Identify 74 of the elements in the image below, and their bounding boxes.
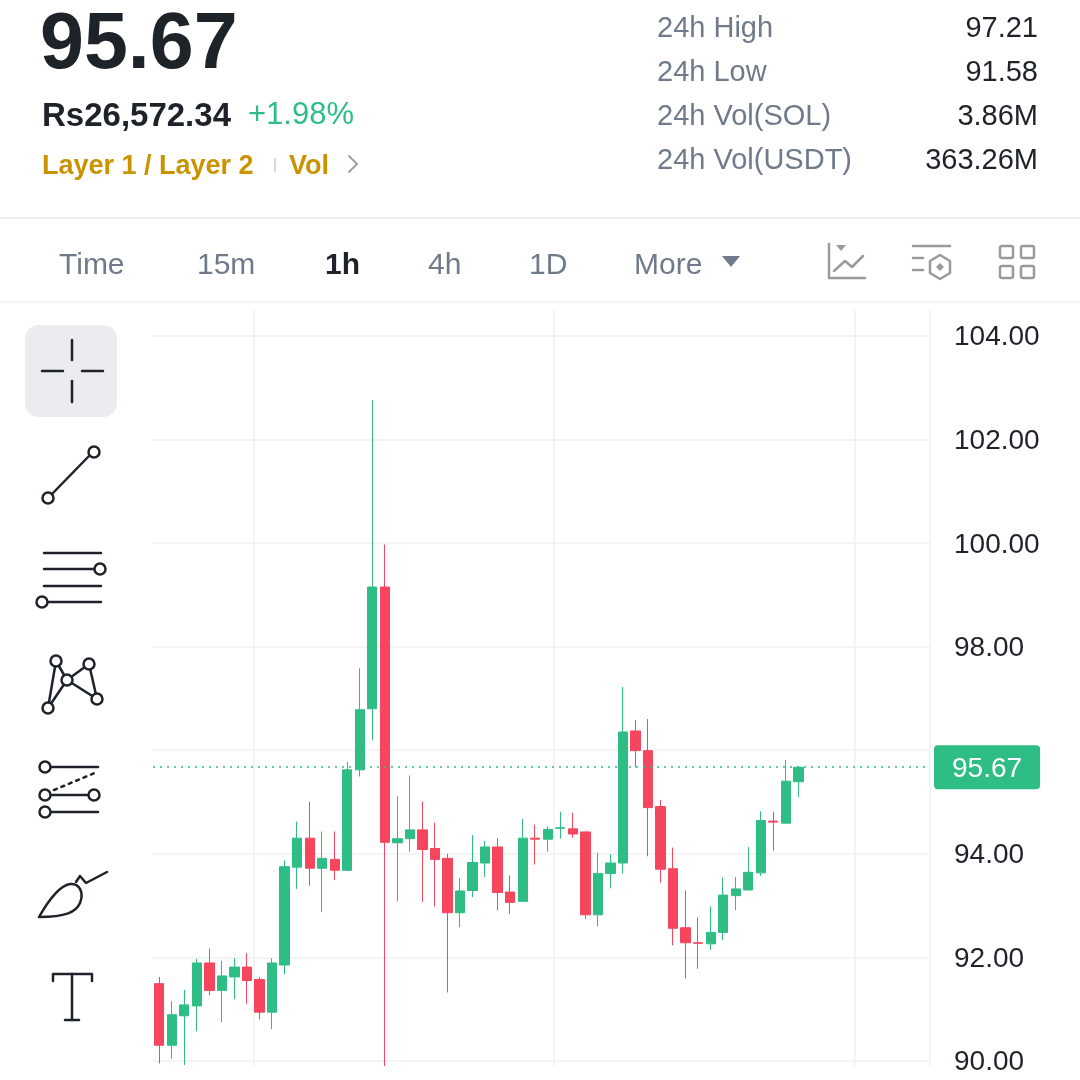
candlestick <box>718 877 728 941</box>
candlestick <box>330 830 340 881</box>
candlestick <box>267 957 277 1030</box>
candlestick <box>530 824 540 866</box>
candlestick <box>731 876 741 911</box>
candlestick <box>279 859 290 975</box>
text: 24h High <box>657 11 774 43</box>
text: 15m <box>197 247 256 280</box>
candlestick <box>643 718 653 857</box>
text: +1.98% <box>248 96 355 131</box>
candlestick <box>242 952 252 1005</box>
chart-subtitle: Rs26,572.34 <box>42 96 231 133</box>
text: Time <box>59 247 125 280</box>
text: 97.21 <box>965 11 1038 43</box>
candlestick <box>192 958 202 1032</box>
text: More <box>634 247 703 280</box>
candlestick <box>593 852 603 927</box>
candlestick <box>655 799 666 884</box>
candlestick <box>543 825 553 853</box>
candlestick <box>580 830 591 920</box>
candlestick <box>417 800 428 903</box>
candlestick <box>630 719 641 768</box>
candlestick <box>505 874 515 915</box>
text: 363.26M <box>925 143 1038 175</box>
candlestick <box>367 399 377 741</box>
candlestick <box>568 812 578 839</box>
text: 3.86M <box>957 99 1038 131</box>
y-tick-label: 98.00 <box>954 631 1025 663</box>
candlestick <box>179 989 189 1066</box>
candlestick <box>518 818 528 903</box>
text: 24h Vol(USDT) <box>657 143 853 175</box>
candlestick <box>405 775 415 853</box>
y-tick-label: 104.00 <box>954 320 1040 352</box>
chart-title: 95.67 <box>40 0 238 85</box>
candlestick <box>743 846 753 891</box>
candlestick <box>317 830 327 913</box>
candlestick <box>292 821 302 890</box>
text: 1D <box>529 247 568 280</box>
text: Vol <box>289 150 329 180</box>
candlestick <box>254 976 265 1020</box>
candlestick <box>680 889 691 979</box>
candlestick <box>706 906 716 951</box>
candlestick <box>555 811 565 840</box>
candlestick <box>455 877 465 928</box>
candlestick <box>467 834 478 898</box>
y-tick-label: 102.00 <box>954 423 1040 455</box>
candlestick <box>668 846 678 946</box>
candlestick <box>430 822 440 908</box>
candlestick <box>693 916 703 970</box>
candlestick <box>756 810 766 877</box>
candlestick <box>442 853 453 993</box>
candlestick <box>380 544 390 1067</box>
candlestick <box>154 976 164 1064</box>
candlestick <box>768 811 778 852</box>
candlestick <box>305 801 315 887</box>
text: 1h <box>325 247 361 280</box>
candlestick <box>229 957 240 1000</box>
text: Layer 1 / Layer 2 <box>42 150 254 180</box>
y-tick-label: 94.00 <box>954 838 1025 870</box>
y-tick-label: 90.00 <box>954 1045 1025 1077</box>
y-tick-label: 100.00 <box>954 527 1040 559</box>
text: 24h Low <box>657 55 767 87</box>
candlestick <box>605 853 616 889</box>
candlestick <box>204 947 215 996</box>
candlestick <box>167 1000 177 1060</box>
text: 24h Vol(SOL) <box>657 99 832 131</box>
candlestick <box>217 960 227 1023</box>
y-tick-label: 92.00 <box>954 941 1025 973</box>
ref-line-label: 95.67 <box>952 751 1023 783</box>
candlestick <box>492 837 503 911</box>
text: 91.58 <box>965 55 1038 87</box>
text: 4h <box>428 247 462 280</box>
candlestick <box>392 795 403 902</box>
candlestick <box>480 840 490 878</box>
